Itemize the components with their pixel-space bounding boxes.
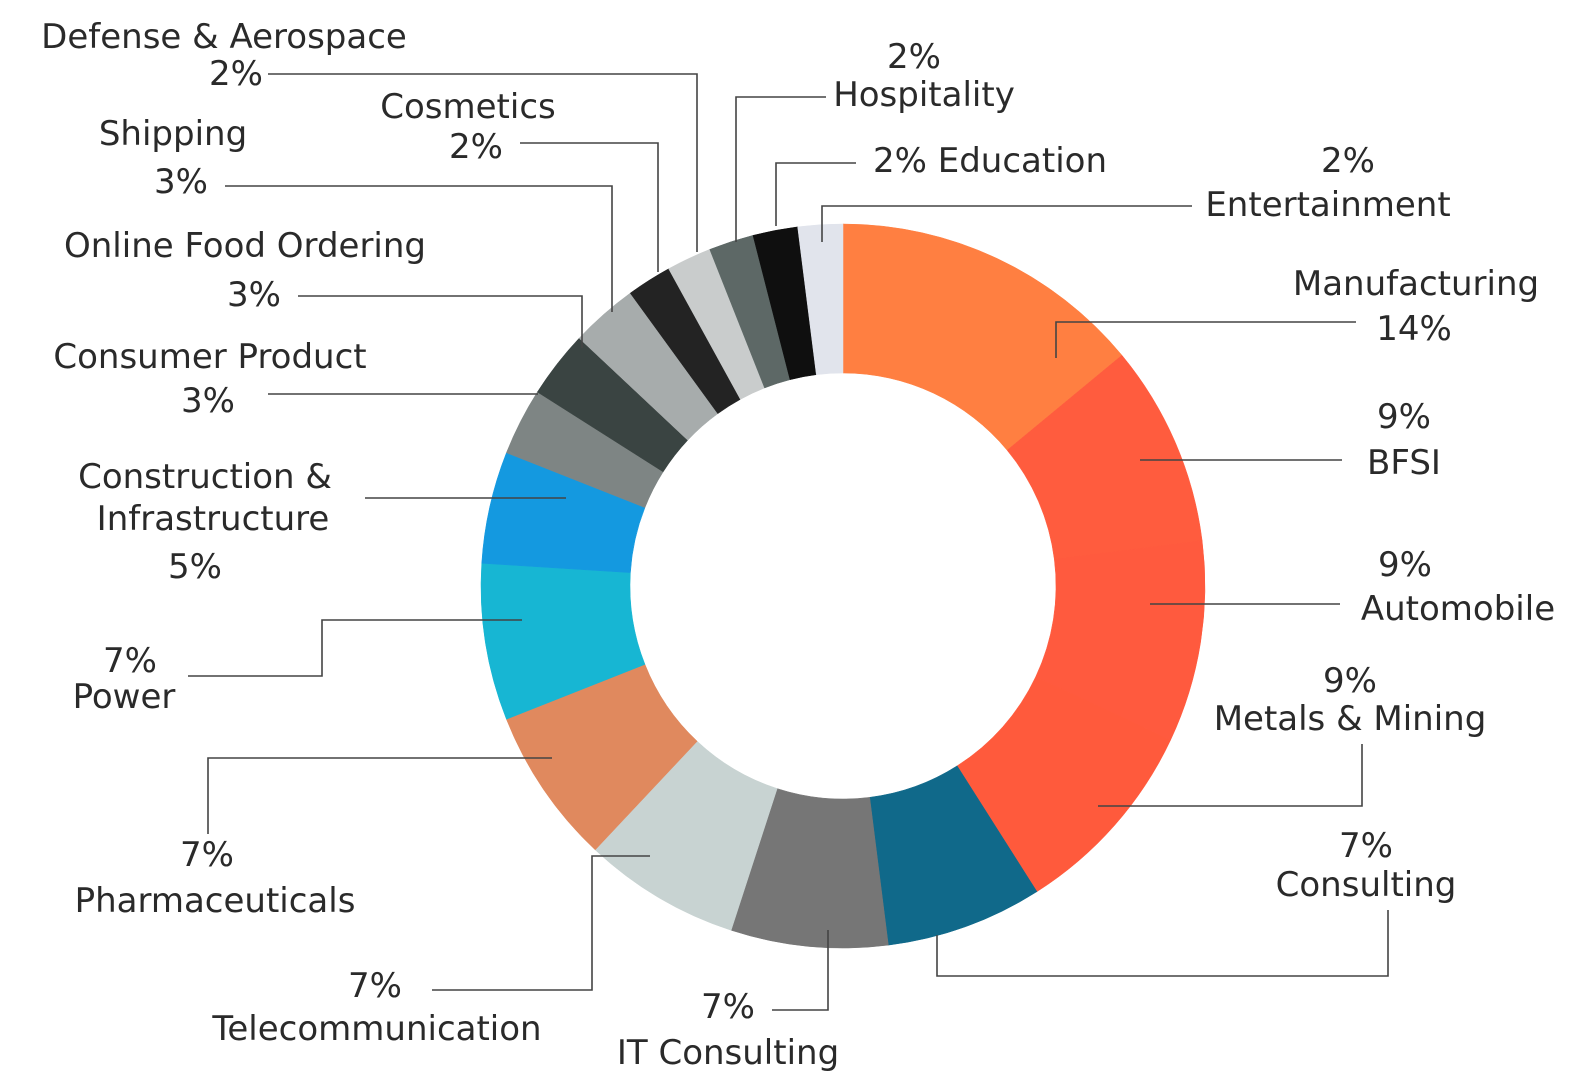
label-name-it-consulting: IT Consulting — [617, 1033, 839, 1073]
leader-telecommunication — [432, 855, 650, 991]
label-value-online-food-ordering: 3% — [227, 275, 281, 315]
label-education: 2% Education — [873, 141, 1107, 181]
label-value-hospitality: 2% — [887, 37, 941, 77]
label-name-construction-and-infrastructure: Construction & — [78, 457, 332, 497]
label-value-telecommunication: 7% — [348, 966, 402, 1006]
leader-entertainment — [821, 205, 1192, 242]
leader-hospitality — [735, 96, 826, 242]
label-value-consulting: 7% — [1339, 826, 1393, 866]
label-name-shipping: Shipping — [99, 114, 247, 154]
leader-education — [775, 162, 856, 226]
label-name-bfsi: BFSI — [1367, 443, 1441, 483]
label-name-online-food-ordering: Online Food Ordering — [64, 226, 426, 266]
label-value-metals-and-mining: 9% — [1323, 661, 1377, 701]
label-name-pharmaceuticals: Pharmaceuticals — [75, 881, 356, 921]
leader-pharmaceuticals — [207, 757, 552, 834]
leader-consulting — [936, 910, 1389, 977]
label-name-defense-and-aerospace: Defense & Aerospace — [41, 17, 407, 57]
leader-lines — [188, 73, 1389, 1011]
label-value-consumer-product: 3% — [181, 381, 235, 421]
label-name-cosmetics: Cosmetics — [380, 87, 555, 127]
label-value-manufacturing: 14% — [1376, 309, 1452, 349]
label-name-consulting: Consulting — [1276, 865, 1457, 905]
label-name-construction-and-infrastructure-line2: Infrastructure — [97, 499, 330, 539]
label-name-telecommunication: Telecommunication — [211, 1009, 541, 1049]
label-name-consumer-product: Consumer Product — [53, 337, 366, 377]
leader-power — [188, 619, 522, 677]
label-value-bfsi: 9% — [1377, 397, 1431, 437]
leader-cosmetics — [520, 142, 659, 272]
label-name-entertainment: Entertainment — [1205, 185, 1450, 225]
label-value-automobile: 9% — [1378, 545, 1432, 585]
label-value-construction-and-infrastructure: 5% — [168, 547, 222, 587]
label-value-defense-and-aerospace: 2% — [209, 54, 263, 94]
label-name-metals-and-mining: Metals & Mining — [1214, 699, 1487, 739]
slices — [480, 223, 1206, 949]
label-value-cosmetics: 2% — [449, 127, 503, 167]
leader-it-consulting — [772, 930, 829, 1011]
label-value-entertainment: 2% — [1321, 141, 1375, 181]
slice-entertainment — [797, 223, 844, 375]
label-name-power: Power — [73, 677, 176, 717]
slice-labels: Manufacturing14%9%BFSI9%Automobile9%Meta… — [41, 17, 1555, 1073]
label-value-shipping: 3% — [154, 162, 208, 202]
label-value-it-consulting: 7% — [701, 987, 755, 1027]
label-value-power: 7% — [103, 641, 157, 681]
leader-manufacturing — [1055, 321, 1356, 358]
leader-shipping — [225, 185, 613, 312]
leader-metals-and-mining — [1098, 744, 1363, 807]
slice-manufacturing — [842, 223, 1123, 451]
label-name-hospitality: Hospitality — [833, 75, 1015, 115]
leader-defense-and-aerospace — [268, 73, 698, 252]
leader-online-food-ordering — [298, 295, 583, 348]
label-value-pharmaceuticals: 7% — [180, 835, 234, 875]
label-name-manufacturing: Manufacturing — [1293, 264, 1539, 304]
label-name-automobile: Automobile — [1361, 589, 1555, 629]
